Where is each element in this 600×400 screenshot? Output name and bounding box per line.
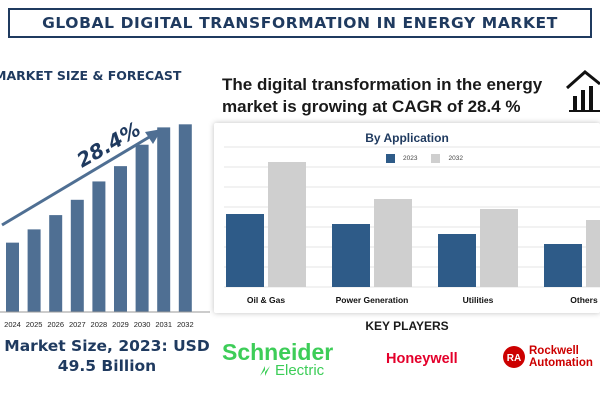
rockwell-badge-icon: RA <box>503 346 525 368</box>
market-size-text: Market Size, 2023: USD 49.5 Billion <box>0 336 218 376</box>
key-players-heading: KEY PLAYERS <box>365 319 449 333</box>
app-bar-2032-oil-gas <box>268 162 306 287</box>
rockwell-automation-logo: RA Rockwell Automation <box>502 343 600 373</box>
forecast-bar-2031 <box>157 127 171 312</box>
forecast-tick-2024: 2024 <box>4 320 21 329</box>
app-bar-2023-oil-gas <box>226 214 264 287</box>
forecast-tick-2025: 2025 <box>26 320 43 329</box>
legend-swatch-2032 <box>431 154 441 163</box>
schneider-swirl-icon <box>260 365 270 376</box>
forecast-tick-2031: 2031 <box>155 320 172 329</box>
forecast-bar-2027 <box>70 199 84 312</box>
forecast-bar-2026 <box>49 215 63 312</box>
forecast-tick-2030: 2030 <box>134 320 151 329</box>
forecast-tick-2028: 2028 <box>91 320 108 329</box>
forecast-bar-2028 <box>92 181 106 312</box>
rockwell-logo-name: Rockwell <box>529 345 579 357</box>
title-banner: GLOBAL DIGITAL TRANSFORMATION IN ENERGY … <box>8 8 592 38</box>
app-category-label: Others <box>570 295 598 305</box>
honeywell-logo: Honeywell <box>386 351 458 367</box>
trend-arrow-icon <box>1 129 162 227</box>
legend-label-2023: 2023 <box>403 155 418 162</box>
chart-title: By Application <box>365 131 449 145</box>
forecast-bar-chart: 2024 2025 2026 2027 2028 2029 2030 2031 2032 28.… <box>0 117 210 329</box>
app-bar-2023-others <box>544 244 582 287</box>
app-category-label: Power Generation <box>336 295 409 305</box>
cagr-headline: The digital transformation in the energy… <box>222 75 543 116</box>
app-bar-2023-power-generation <box>332 224 370 287</box>
forecast-tick-2029: 2029 <box>112 320 129 329</box>
app-bar-2032-utilities <box>480 209 518 287</box>
forecast-tick-2026: 2026 <box>47 320 64 329</box>
app-category-label: Oil & Gas <box>247 295 286 305</box>
app-bar-2023-utilities <box>438 234 476 287</box>
legend-label-2032: 2032 <box>448 155 463 162</box>
app-bar-2032-power-generation <box>374 199 412 287</box>
chart-legend: 2023 2032 <box>386 154 463 163</box>
application-bar-chart: Oil & Gas Power Generation Utilities Others <box>224 146 600 305</box>
rockwell-badge-text: RA <box>507 353 521 364</box>
application-chart-card: By Application 2023 2032 Oil & Gas Power … <box>214 123 600 313</box>
forecast-tick-2027: 2027 <box>69 320 86 329</box>
forecast-bar-2024 <box>6 242 19 312</box>
market-size-line1: Market Size, 2023: USD <box>4 337 210 355</box>
app-category-label: Utilities <box>463 295 494 305</box>
legend-swatch-2023 <box>386 154 395 163</box>
app-bar-2032-others <box>586 220 600 287</box>
forecast-bar-2029 <box>114 166 127 312</box>
forecast-tick-2032: 2032 <box>177 320 194 329</box>
market-size-line2: 49.5 Billion <box>57 357 157 375</box>
trend-house-icon <box>566 70 600 112</box>
market-size-heading: MARKET SIZE & FORECAST <box>0 68 182 83</box>
forecast-bar-2025 <box>27 229 41 312</box>
page-title: GLOBAL DIGITAL TRANSFORMATION IN ENERGY … <box>42 14 558 32</box>
rockwell-logo-sub: Automation <box>529 357 593 369</box>
schneider-logo-sub: Electric <box>275 362 325 379</box>
forecast-bar-2032 <box>178 124 192 312</box>
schneider-electric-logo: Schneider Electric <box>222 340 342 380</box>
forecast-bar-2030 <box>135 144 149 312</box>
schneider-logo-name: Schneider <box>222 339 334 365</box>
